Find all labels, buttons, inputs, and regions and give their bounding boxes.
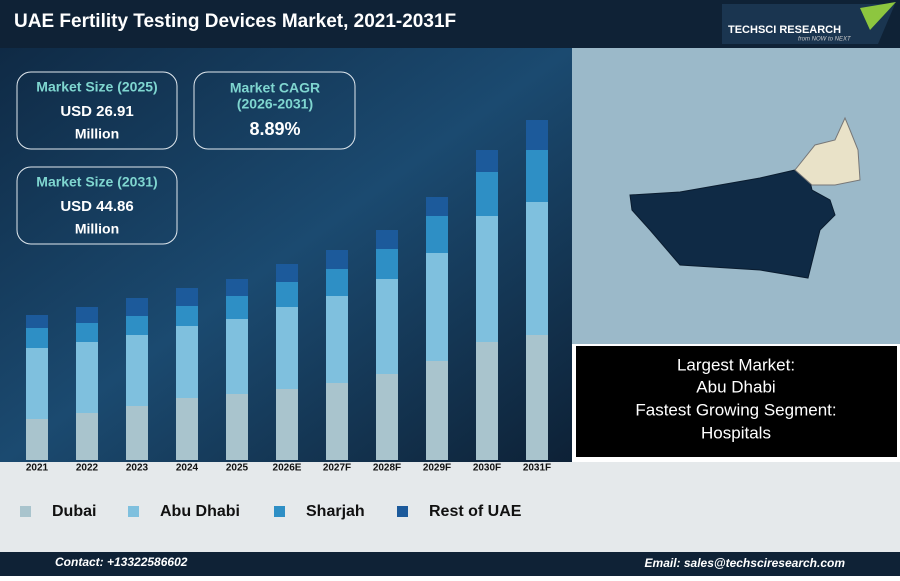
x-tick-label: 2023	[126, 463, 149, 474]
bar-segment	[376, 249, 398, 279]
bar-segment	[176, 398, 198, 460]
bar-segment	[276, 389, 298, 460]
card: Market Size (2031) USD 44.86 Million	[16, 166, 178, 245]
legend-label: Dubai	[52, 503, 96, 520]
bar-segment	[276, 307, 298, 389]
x-tick-label: 2029F	[423, 463, 451, 474]
bar-segment	[76, 323, 98, 342]
bar-segment	[326, 250, 348, 269]
bar-segment	[26, 419, 48, 460]
bar-segment	[226, 319, 248, 394]
legend-swatch	[128, 506, 139, 517]
x-tick-label: 2025	[226, 463, 249, 474]
logo-bg	[722, 4, 895, 44]
bar-segment	[526, 335, 548, 460]
bar-segment	[126, 316, 148, 335]
logo-tagline: from NOW to NEXT	[798, 37, 852, 43]
bar-segment	[176, 306, 198, 326]
bar-segment	[26, 328, 48, 348]
footer-contact: Contact: +13322586602	[55, 555, 188, 569]
legend-swatch	[20, 506, 31, 517]
info-line: Abu Dhabi	[696, 377, 775, 396]
bar-segment	[376, 230, 398, 249]
logo-name: TECHSCI RESEARCH	[728, 24, 841, 36]
card-value: USD 26.91	[60, 103, 133, 120]
card: Market Size (2025) USD 26.91 Million	[16, 71, 178, 150]
bar-segment	[276, 282, 298, 307]
info-line: Fastest Growing Segment:	[635, 400, 836, 419]
bar-segment	[526, 120, 548, 150]
legend-band	[0, 462, 900, 552]
bar-segment	[476, 150, 498, 172]
x-tick-label: 2030F	[473, 463, 501, 474]
bar-segment	[426, 361, 448, 460]
x-tick-label: 2024	[176, 463, 199, 474]
bar-segment	[376, 374, 398, 460]
bar-segment	[26, 348, 48, 419]
card-value: USD 44.86	[60, 198, 133, 215]
bar-segment	[426, 253, 448, 361]
card: Market CAGR (2026-2031) 8.89%	[193, 71, 356, 150]
bar-segment	[426, 197, 448, 216]
bar-segment	[176, 326, 198, 398]
bar-segment	[376, 279, 398, 374]
footer-email: Email: sales@techsciresearch.com	[645, 556, 846, 570]
card-subtitle: (2026-2031)	[237, 96, 313, 112]
card-value: 8.89%	[249, 119, 300, 139]
card-border	[16, 71, 178, 150]
bar-segment	[76, 342, 98, 413]
bar-segment	[26, 315, 48, 328]
bar-segment	[476, 342, 498, 460]
bar-segment	[526, 150, 548, 202]
footer-bar	[0, 552, 900, 576]
card-title: Market Size (2031)	[36, 174, 157, 190]
x-tick-label: 2022	[76, 463, 99, 474]
bar-segment	[76, 413, 98, 460]
x-tick-label: 2026E	[273, 463, 302, 474]
bar-segment	[426, 216, 448, 253]
bar-segment	[476, 216, 498, 342]
bar-segment	[326, 269, 348, 296]
bar-segment	[476, 172, 498, 216]
info-box	[574, 344, 899, 459]
card-border	[193, 71, 356, 150]
bar-segment	[176, 288, 198, 306]
bar-segment	[526, 202, 548, 335]
legend-swatch	[397, 506, 408, 517]
title: UAE Fertility Testing Devices Market, 20…	[14, 11, 456, 32]
x-tick-label: 2028F	[373, 463, 401, 474]
bar-segment	[226, 279, 248, 296]
x-tick-label: 2027F	[323, 463, 351, 474]
legend-label: Rest of UAE	[429, 503, 522, 520]
map-region-highlight	[794, 116, 861, 186]
bar-segment	[326, 383, 348, 460]
card-border	[16, 166, 178, 245]
legend-label: Sharjah	[306, 503, 365, 520]
info-line: Hospitals	[701, 423, 771, 442]
x-tick-label: 2021	[26, 463, 49, 474]
card-unit: Million	[75, 221, 119, 237]
legend-label: Abu Dhabi	[160, 503, 240, 520]
logo-mark	[860, 2, 896, 30]
card-title: Market Size (2025)	[36, 79, 157, 95]
card-title: Market CAGR	[230, 80, 320, 96]
info-line: Largest Market:	[677, 355, 795, 374]
legend-swatch	[274, 506, 285, 517]
bar-segment	[326, 296, 348, 383]
map-region	[629, 159, 836, 279]
bar-segment	[276, 264, 298, 282]
bar-segment	[126, 406, 148, 460]
bar-segment	[226, 296, 248, 319]
x-tick-label: 2031F	[523, 463, 551, 474]
bar-segment	[226, 394, 248, 460]
card-unit: Million	[75, 126, 119, 142]
bar-segment	[76, 307, 98, 323]
bar-segment	[126, 298, 148, 316]
bar-segment	[126, 335, 148, 406]
